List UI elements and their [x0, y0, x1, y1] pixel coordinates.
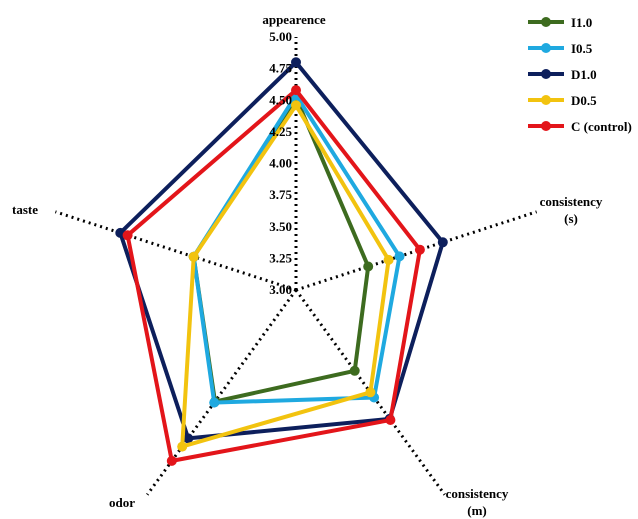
tick-label: 4.50 [269, 92, 292, 107]
axis-label: appearence [262, 12, 326, 27]
data-point [177, 441, 188, 452]
data-point [183, 433, 194, 444]
data-point [166, 455, 177, 466]
tick-label: 5.00 [269, 29, 292, 44]
data-point [291, 100, 301, 111]
data-point [437, 237, 448, 248]
tick-label: 4.25 [269, 124, 292, 139]
axis-spoke [54, 210, 297, 292]
legend-label: C (control) [571, 119, 632, 134]
series-line [118, 59, 446, 441]
axis-label: consistency (m) [446, 486, 509, 518]
data-point [291, 85, 301, 96]
axis-label: taste [12, 202, 38, 217]
data-point [188, 251, 199, 262]
data-point [365, 387, 376, 398]
data-point [383, 254, 394, 265]
tick-label: 3.75 [269, 187, 292, 202]
data-point [394, 251, 405, 262]
tick-label: 3.50 [269, 219, 292, 234]
tick-label: 4.75 [269, 61, 292, 76]
series-line [191, 91, 402, 405]
data-point [349, 365, 360, 376]
legend-marker [541, 121, 551, 131]
legend-label: I1.0 [571, 15, 592, 30]
legend-label: I0.5 [571, 41, 593, 56]
legend-marker [541, 43, 551, 53]
legend-label: D1.0 [571, 67, 597, 82]
data-point [363, 261, 374, 272]
legend-marker [541, 95, 551, 105]
tick-label: 3.00 [269, 282, 292, 297]
tick-label: 4.00 [269, 156, 292, 171]
axis-label: odor [109, 495, 135, 510]
data-point [209, 397, 220, 408]
tick-label: 3.25 [269, 250, 292, 265]
axis-label: consistency (s) [540, 194, 603, 226]
legend-marker [541, 17, 551, 27]
series-line [180, 101, 391, 450]
legend-marker [541, 69, 551, 79]
legend-label: D0.5 [571, 93, 597, 108]
radial-tick-labels: 3.00 3.25 3.50 3.75 4.00 4.25 4.50 4.75 5.00 [269, 29, 292, 297]
data-point [385, 415, 396, 425]
series-line [125, 87, 423, 464]
data-point [291, 57, 301, 68]
radar-series [115, 57, 448, 466]
data-point [414, 244, 425, 255]
axis-labels: appearence consistency (s) consistency (m) od… [12, 12, 603, 518]
data-point [122, 230, 133, 241]
legend: I1.0 I0.5 D1.0 D0.5 C (control) [528, 15, 632, 134]
